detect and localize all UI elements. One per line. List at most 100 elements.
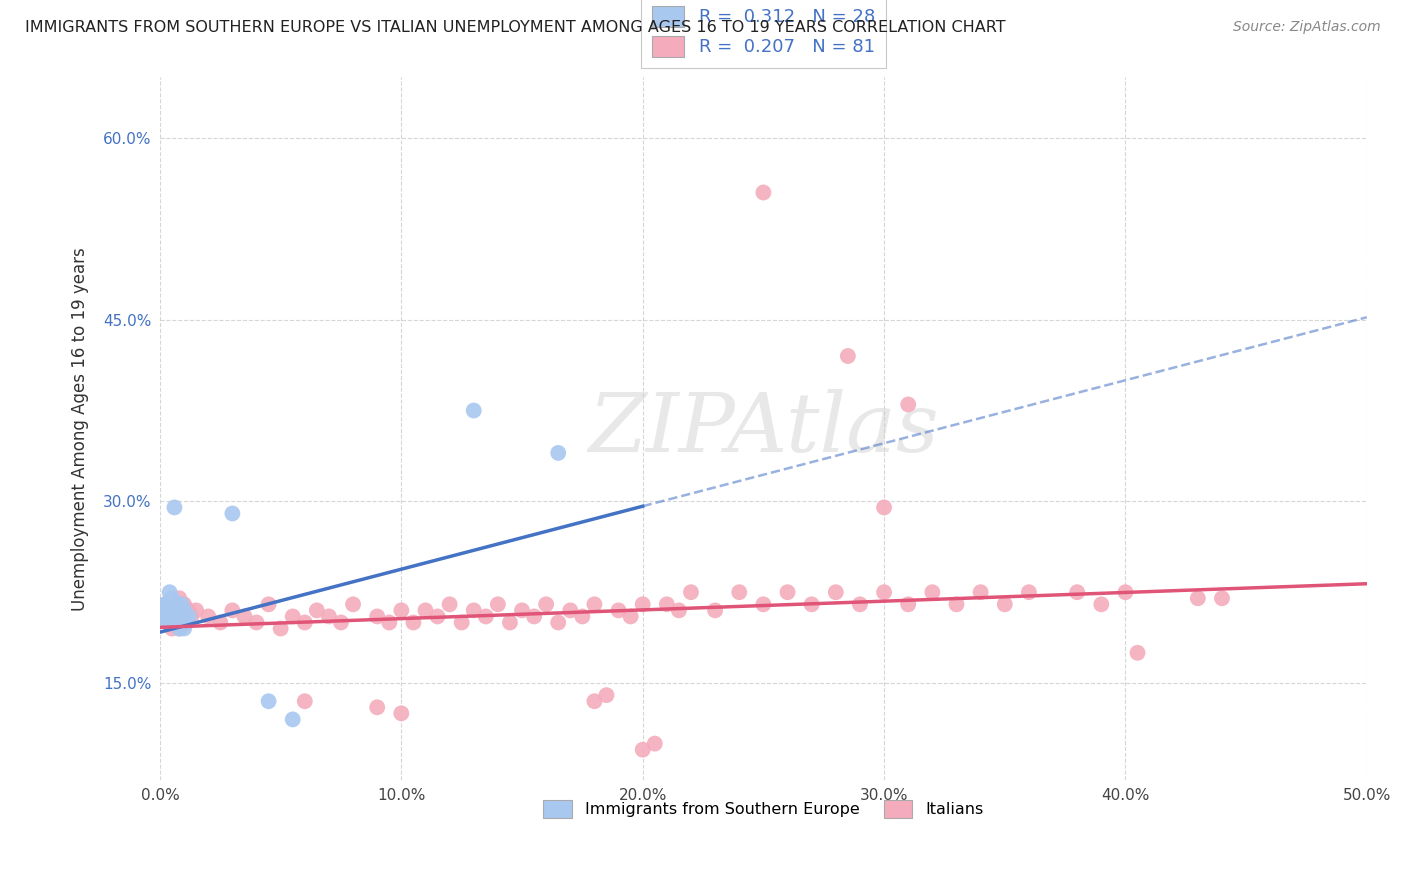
Point bbox=[160, 603, 183, 617]
Point bbox=[156, 597, 179, 611]
Point bbox=[571, 609, 593, 624]
Point bbox=[776, 585, 799, 599]
Point bbox=[523, 609, 546, 624]
Point bbox=[159, 603, 181, 617]
Point bbox=[366, 609, 388, 624]
Point bbox=[160, 609, 183, 624]
Point bbox=[897, 397, 920, 411]
Point bbox=[173, 609, 195, 624]
Point bbox=[170, 597, 193, 611]
Point bbox=[402, 615, 425, 630]
Point bbox=[160, 622, 183, 636]
Legend: Immigrants from Southern Europe, Italians: Immigrants from Southern Europe, Italian… bbox=[537, 793, 990, 825]
Point bbox=[166, 615, 188, 630]
Point bbox=[378, 615, 401, 630]
Point bbox=[153, 597, 176, 611]
Point bbox=[486, 597, 509, 611]
Point bbox=[221, 603, 243, 617]
Point bbox=[1126, 646, 1149, 660]
Point bbox=[837, 349, 859, 363]
Point bbox=[257, 597, 280, 611]
Point bbox=[873, 585, 896, 599]
Point bbox=[342, 597, 364, 611]
Point bbox=[177, 609, 200, 624]
Point bbox=[153, 597, 176, 611]
Point bbox=[163, 609, 186, 624]
Point bbox=[173, 603, 195, 617]
Point bbox=[655, 597, 678, 611]
Point bbox=[156, 609, 179, 624]
Point bbox=[197, 609, 219, 624]
Point bbox=[270, 622, 292, 636]
Point bbox=[439, 597, 461, 611]
Point bbox=[176, 615, 198, 630]
Point bbox=[583, 694, 606, 708]
Point bbox=[160, 591, 183, 606]
Point bbox=[176, 615, 198, 630]
Point bbox=[166, 597, 188, 611]
Point bbox=[704, 603, 727, 617]
Point bbox=[153, 609, 176, 624]
Point bbox=[728, 585, 751, 599]
Point bbox=[156, 615, 179, 630]
Point bbox=[305, 603, 328, 617]
Point bbox=[163, 597, 186, 611]
Point bbox=[366, 700, 388, 714]
Point bbox=[499, 615, 522, 630]
Text: ZIPAtlas: ZIPAtlas bbox=[588, 389, 939, 468]
Point bbox=[163, 597, 186, 611]
Point bbox=[1066, 585, 1088, 599]
Point bbox=[1211, 591, 1233, 606]
Point bbox=[170, 597, 193, 611]
Point bbox=[583, 597, 606, 611]
Point bbox=[173, 597, 195, 611]
Point bbox=[170, 615, 193, 630]
Point bbox=[169, 591, 191, 606]
Point bbox=[177, 603, 200, 617]
Point bbox=[330, 615, 353, 630]
Y-axis label: Unemployment Among Ages 16 to 19 years: Unemployment Among Ages 16 to 19 years bbox=[72, 247, 89, 610]
Point bbox=[1114, 585, 1136, 599]
Point bbox=[534, 597, 557, 611]
Point bbox=[257, 694, 280, 708]
Point bbox=[824, 585, 846, 599]
Point bbox=[463, 603, 485, 617]
Point bbox=[897, 597, 920, 611]
Point bbox=[620, 609, 643, 624]
Point bbox=[463, 403, 485, 417]
Point bbox=[209, 615, 232, 630]
Point bbox=[159, 603, 181, 617]
Point bbox=[679, 585, 702, 599]
Point bbox=[945, 597, 967, 611]
Point bbox=[169, 609, 191, 624]
Point bbox=[159, 585, 181, 599]
Point bbox=[547, 446, 569, 460]
Point bbox=[294, 694, 316, 708]
Point bbox=[426, 609, 449, 624]
Point bbox=[163, 500, 186, 515]
Point bbox=[668, 603, 690, 617]
Point bbox=[163, 609, 186, 624]
Point bbox=[1018, 585, 1040, 599]
Point bbox=[389, 603, 412, 617]
Point bbox=[173, 622, 195, 636]
Point bbox=[475, 609, 498, 624]
Point bbox=[281, 712, 304, 726]
Point bbox=[752, 597, 775, 611]
Point bbox=[1187, 591, 1209, 606]
Point bbox=[221, 507, 243, 521]
Point bbox=[969, 585, 991, 599]
Point bbox=[994, 597, 1017, 611]
Point bbox=[510, 603, 533, 617]
Point bbox=[631, 742, 654, 756]
Point bbox=[156, 615, 179, 630]
Point bbox=[800, 597, 823, 611]
Point bbox=[607, 603, 630, 617]
Point bbox=[318, 609, 340, 624]
Point bbox=[873, 500, 896, 515]
Point bbox=[245, 615, 267, 630]
Point bbox=[159, 615, 181, 630]
Point bbox=[150, 603, 173, 617]
Point bbox=[166, 615, 188, 630]
Point bbox=[921, 585, 943, 599]
